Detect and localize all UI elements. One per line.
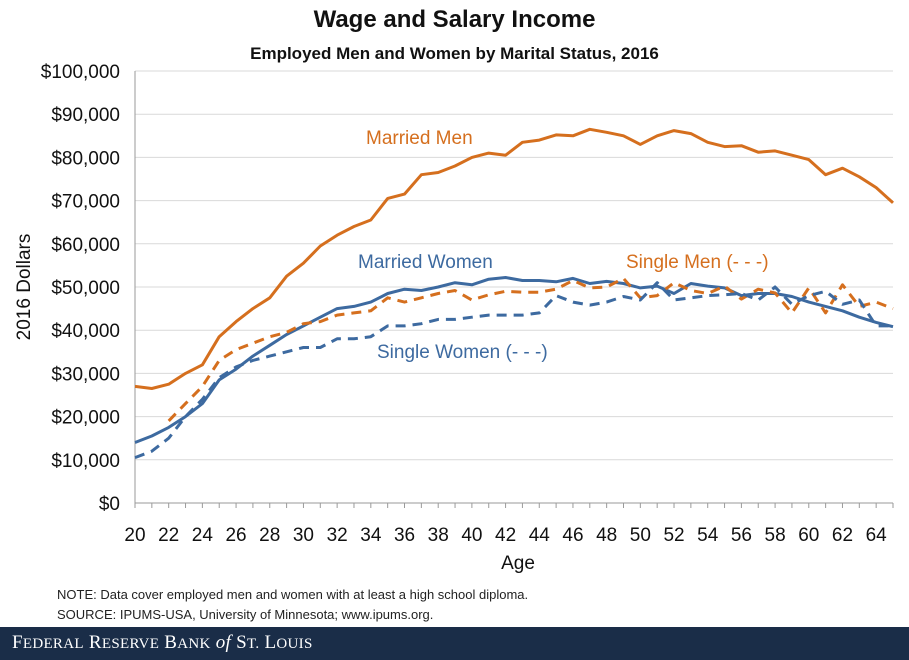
- series-label: Single Men (- - -): [626, 252, 769, 273]
- x-tick-label: 52: [663, 525, 684, 546]
- x-tick-label: 44: [529, 525, 551, 546]
- x-tick-label: 62: [832, 525, 853, 546]
- x-tick-label: 40: [461, 525, 482, 546]
- series-label: Married Men: [366, 128, 473, 149]
- note-text: NOTE: Data cover employed men and women …: [57, 587, 529, 602]
- y-tick-label: $10,000: [51, 451, 120, 472]
- x-tick-label: 20: [124, 525, 145, 546]
- y-tick-label: $70,000: [51, 192, 120, 213]
- y-tick-label: $0: [99, 494, 120, 515]
- x-tick-label: 22: [158, 525, 179, 546]
- x-axis-label: Age: [501, 553, 535, 574]
- y-tick-label: $30,000: [51, 364, 120, 385]
- x-tick-label: 46: [562, 525, 583, 546]
- series-line-3: [167, 276, 894, 422]
- x-tick-label: 32: [327, 525, 348, 546]
- x-tick-label: 60: [798, 525, 819, 546]
- chart-subtitle: Employed Men and Women by Marital Status…: [250, 44, 659, 63]
- x-tick-label: 54: [697, 525, 719, 546]
- series-line-4: [134, 281, 893, 460]
- x-tick-label: 64: [866, 525, 888, 546]
- y-tick-label: $50,000: [51, 278, 120, 299]
- footer-bar: FEDERAL RESERVE BANK of ST. LOUIS: [0, 627, 909, 660]
- footer-text: FEDERAL RESERVE BANK of ST. LOUIS: [12, 632, 313, 653]
- y-tick-label: $80,000: [51, 148, 120, 169]
- y-tick-label: $60,000: [51, 235, 120, 256]
- x-tick-label: 36: [394, 525, 415, 546]
- x-tick-label: 34: [360, 525, 382, 546]
- y-tick-label: $90,000: [51, 105, 120, 126]
- x-tick-label: 48: [596, 525, 617, 546]
- x-tick-label: 26: [225, 525, 246, 546]
- series-label: Single Women (- - -): [377, 342, 548, 363]
- line-chart: $0 $10,000 $20,000 $30,000 $40,000 $50,000 $60…: [14, 62, 895, 574]
- series-line-1: [134, 127, 895, 390]
- x-tick-label: 30: [293, 525, 314, 546]
- chart-title: Wage and Salary Income: [313, 6, 596, 33]
- y-tick-label: $40,000: [51, 321, 120, 342]
- source-text: SOURCE: IPUMS-USA, University of Minneso…: [57, 607, 434, 622]
- y-tick-label: $20,000: [51, 408, 120, 429]
- x-tick-label: 56: [731, 525, 752, 546]
- x-tick-label: 24: [192, 525, 214, 546]
- x-tick-label: 50: [630, 525, 651, 546]
- x-tick-label: 58: [765, 525, 786, 546]
- y-tick-label: $100,000: [41, 62, 120, 83]
- series-label: Married Women: [358, 252, 493, 273]
- x-tick-label: 28: [259, 525, 280, 546]
- x-tick-label: 42: [495, 525, 516, 546]
- y-axis-label: 2016 Dollars: [14, 234, 35, 341]
- x-tick-label: 38: [428, 525, 449, 546]
